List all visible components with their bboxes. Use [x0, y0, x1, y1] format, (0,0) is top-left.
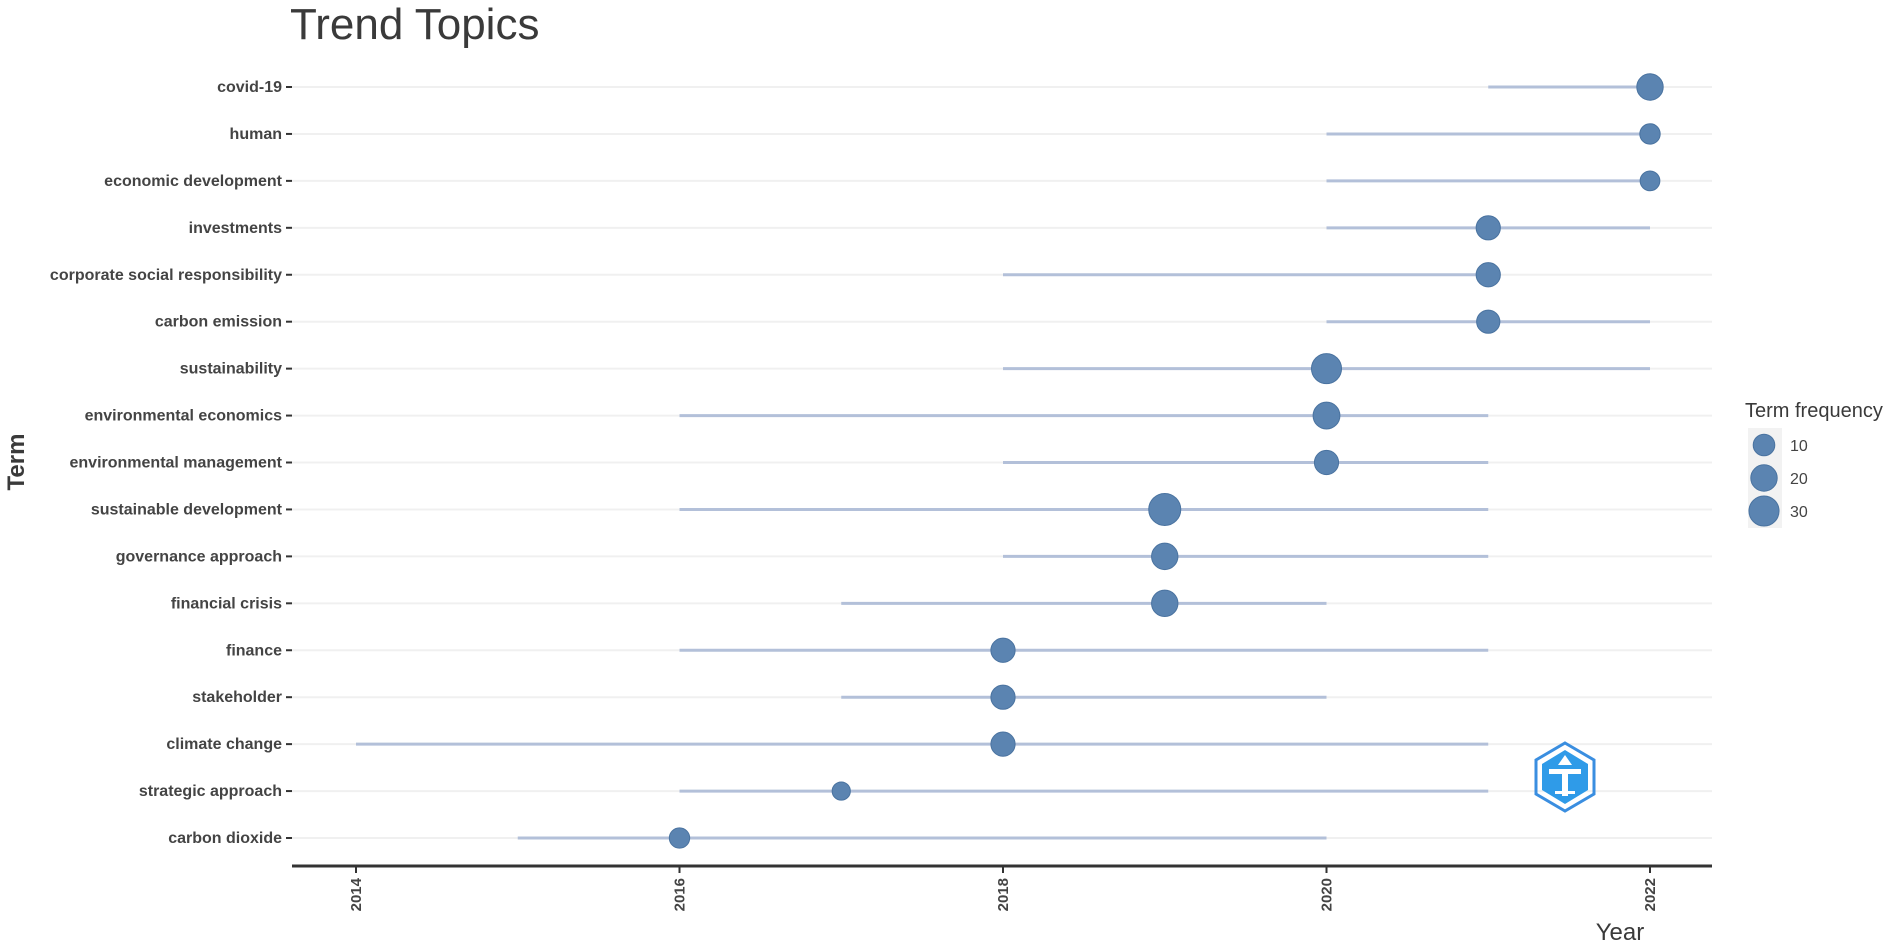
term-label: carbon emission	[155, 314, 282, 331]
term-label: environmental economics	[85, 408, 282, 425]
legend-symbol	[1748, 495, 1780, 527]
y-axis-title: Term	[3, 434, 30, 491]
data-point	[1151, 589, 1179, 618]
term-label: economic development	[104, 173, 282, 190]
term-label: sustainability	[180, 361, 282, 378]
data-point	[1148, 492, 1182, 526]
data-point	[1475, 262, 1501, 288]
legend-label: 20	[1790, 471, 1808, 488]
term-label: strategic approach	[139, 783, 282, 800]
legend-label: 10	[1790, 438, 1808, 455]
data-points	[668, 73, 1664, 849]
term-label: corporate social responsibility	[50, 267, 282, 284]
data-point	[1312, 401, 1341, 430]
x-tick-label: 2014	[348, 877, 365, 911]
data-point	[1313, 449, 1340, 476]
hexagon-logo-icon	[1534, 741, 1596, 813]
data-point	[1151, 542, 1179, 571]
data-point	[1639, 123, 1661, 145]
data-point	[990, 684, 1016, 710]
term-label: climate change	[166, 736, 282, 753]
term-label: financial crisis	[171, 595, 282, 612]
data-point	[1310, 353, 1343, 385]
term-label: environmental management	[70, 455, 283, 472]
term-label: governance approach	[116, 548, 282, 565]
data-point	[990, 637, 1016, 663]
data-point	[1476, 309, 1501, 334]
legend-symbol	[1750, 464, 1778, 492]
data-point	[1475, 215, 1501, 241]
x-tick-label: 2020	[1319, 878, 1336, 911]
term-label: human	[230, 126, 282, 143]
x-tick-label: 2016	[672, 878, 689, 911]
x-tick-label: 2022	[1642, 878, 1659, 911]
x-tick-label: 2018	[995, 878, 1012, 911]
term-labels: covid-19 human economic development investm…	[50, 79, 283, 847]
data-point	[668, 827, 691, 849]
legend-symbol	[1752, 433, 1776, 457]
term-label: stakeholder	[192, 689, 282, 706]
data-point	[831, 781, 851, 801]
range-lines	[356, 85, 1650, 840]
legend-label: 30	[1790, 504, 1808, 521]
term-label: sustainable development	[91, 501, 283, 518]
term-label: investments	[189, 220, 282, 237]
chart-title: Trend Topics	[290, 0, 540, 49]
grid-lines	[286, 86, 1712, 839]
legend: Term frequency 10 20 30	[1745, 400, 1883, 528]
data-point	[990, 731, 1016, 757]
term-label: finance	[226, 642, 282, 659]
data-point	[1636, 73, 1664, 101]
x-axis: 2014 2016 2018 2020 2022	[292, 864, 1712, 911]
legend-title: Term frequency	[1745, 400, 1883, 422]
term-label: carbon dioxide	[168, 830, 282, 847]
term-label: covid-19	[217, 79, 282, 96]
x-axis-title: Year	[1596, 919, 1645, 946]
data-point	[1639, 170, 1661, 192]
